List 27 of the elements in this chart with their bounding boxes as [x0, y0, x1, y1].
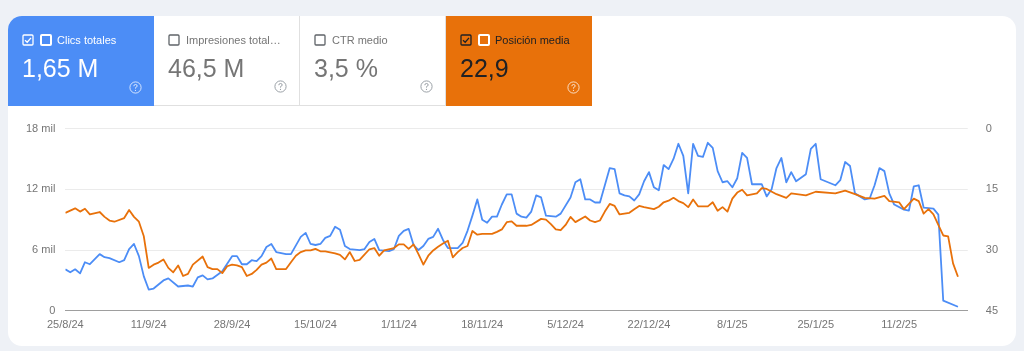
x-tick-label: 22/12/24 — [627, 318, 671, 331]
legend-label: Clics totales — [57, 34, 117, 46]
text: Impresiones total… — [186, 34, 281, 46]
y-tick-label: 6 mil — [32, 243, 56, 256]
text: 3,5 % — [314, 54, 379, 83]
x-tick-label: 8/1/25 — [717, 318, 748, 331]
text: 1,65 M — [22, 54, 100, 83]
legend-label: Posición media — [495, 34, 570, 46]
x-tick-label: 1/11/24 — [380, 318, 417, 331]
x-tick-label: 25/1/25 — [797, 318, 835, 331]
x-tick-label: 5/12/24 — [547, 318, 584, 331]
text: 46,5 M — [168, 54, 246, 83]
y-tick-label: 12 mil — [26, 182, 56, 195]
text: CTR medio — [332, 34, 388, 46]
x-tick-label: 28/9/24 — [213, 318, 251, 331]
y-tick-label: 18 mil — [26, 121, 56, 134]
y-tick-label: 0 — [49, 303, 56, 316]
y2-tick-label: 45 — [985, 303, 999, 316]
x-tick-label: 15/10/24 — [294, 318, 337, 331]
text: 22,9 — [460, 54, 510, 83]
x-tick-label: 11/9/24 — [130, 318, 167, 331]
x-tick-label: 11/2/25 — [881, 318, 918, 331]
y2-tick-label: 30 — [985, 243, 999, 256]
x-tick-label: 25/8/24 — [46, 318, 84, 331]
y2-tick-label: 0 — [985, 121, 992, 134]
x-tick-label: 18/11/24 — [461, 318, 504, 331]
y2-tick-label: 15 — [985, 182, 999, 195]
